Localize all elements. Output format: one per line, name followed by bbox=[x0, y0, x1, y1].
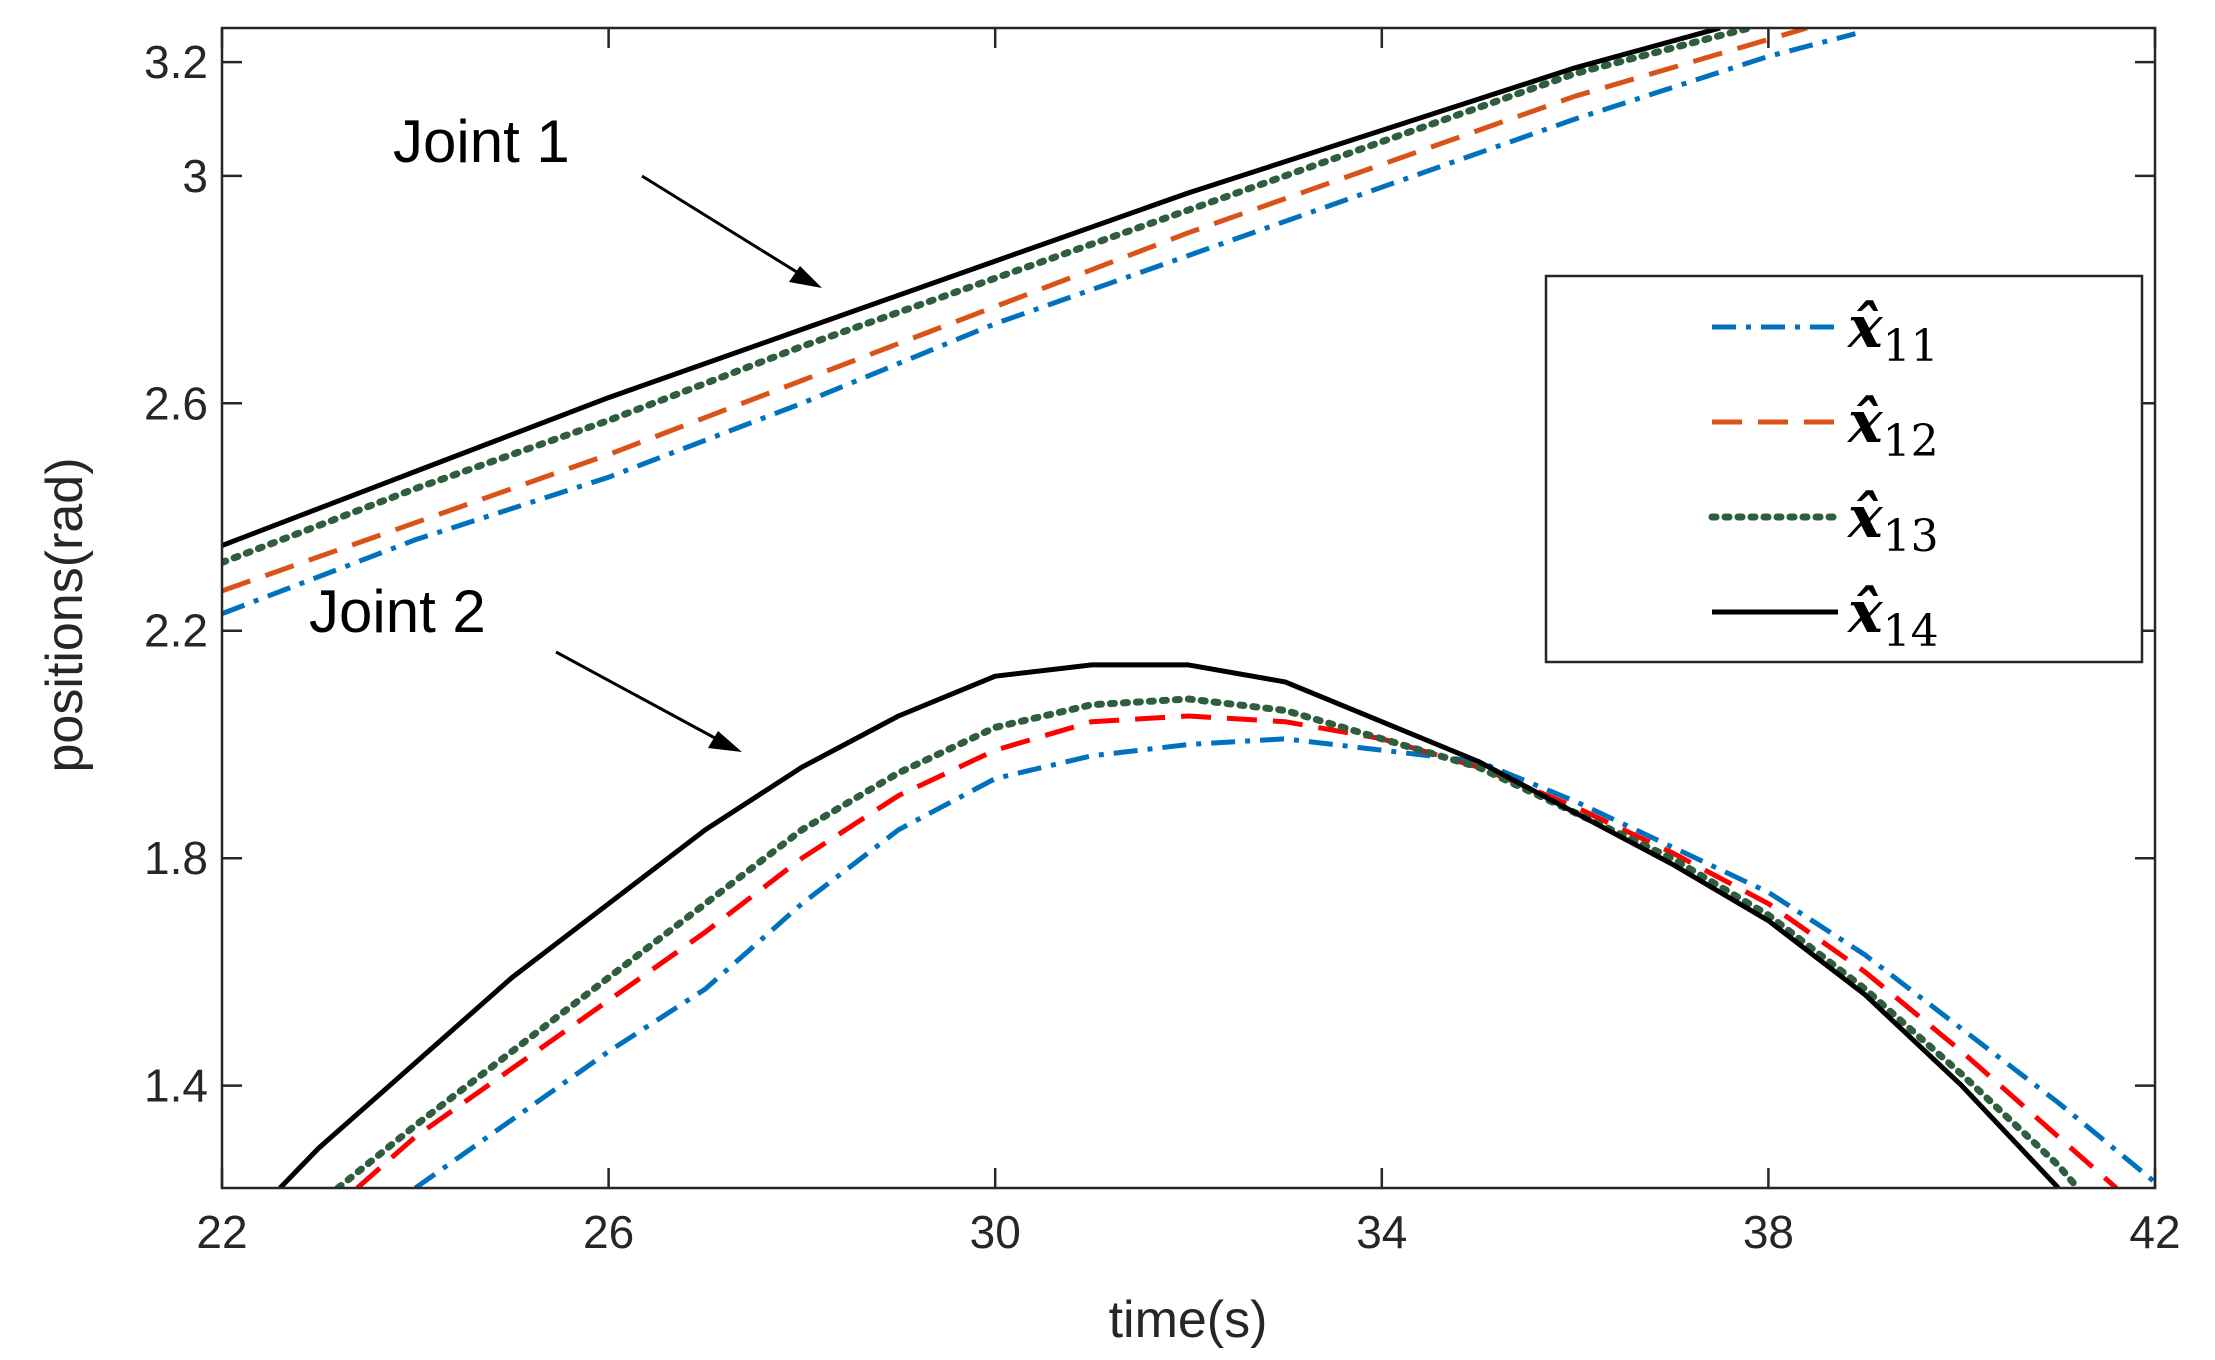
y-tick-label: 2.6 bbox=[144, 377, 208, 429]
annotation-joint-2-label: Joint 2 bbox=[309, 578, 486, 645]
legend-label-subscript: 12 bbox=[1883, 416, 1939, 467]
x-axis-label: time(s) bbox=[1109, 1291, 1268, 1349]
annotation-joint-2: Joint 2 bbox=[309, 578, 742, 752]
y-tick-label: 1.8 bbox=[144, 832, 208, 884]
legend-box bbox=[1544, 274, 2144, 664]
legend: x̂11x̂12x̂13x̂14 bbox=[1544, 274, 2144, 664]
annotation-joint-1: Joint 1 bbox=[393, 108, 822, 288]
y-axis-label: positions(rad) bbox=[36, 457, 94, 772]
series-line-2 bbox=[222, 28, 1808, 594]
x-tick-label: 42 bbox=[2129, 1206, 2180, 1258]
x-tick-label: 22 bbox=[196, 1206, 247, 1258]
annotation-joint-1-arrow bbox=[641, 174, 809, 281]
legend-label-subscript: 14 bbox=[1883, 606, 1939, 657]
x-tick-label: 30 bbox=[970, 1206, 1021, 1258]
plot-frame bbox=[220, 26, 2157, 1190]
y-tick-label: 3 bbox=[182, 150, 208, 202]
legend-label-subscript: 13 bbox=[1883, 511, 1939, 562]
series-line-1 bbox=[222, 31, 1857, 617]
series-line-5 bbox=[413, 736, 2155, 1188]
annotation-joint-1-arrowhead bbox=[789, 266, 822, 288]
series-line-6 bbox=[355, 713, 2118, 1188]
series-line-8 bbox=[278, 662, 2061, 1188]
y-tick-label: 1.4 bbox=[144, 1060, 208, 1112]
x-tick-label: 34 bbox=[1356, 1206, 1407, 1258]
series-line-7 bbox=[334, 695, 2082, 1188]
annotation-joint-2-arrow bbox=[555, 650, 727, 746]
y-tick-label: 2.2 bbox=[144, 605, 208, 657]
series-layer bbox=[222, 28, 2155, 1188]
legend-label-subscript: 11 bbox=[1883, 321, 1939, 372]
series-line-4 bbox=[222, 28, 1721, 548]
annotation-joint-2-arrowhead bbox=[708, 731, 742, 752]
axes-layer: 22 26 30 34 38 42 1.4 1.8 2.2 2.6 3 3.2 bbox=[144, 26, 2181, 1258]
series-line-3 bbox=[222, 28, 1753, 566]
x-tick-label: 26 bbox=[583, 1206, 634, 1258]
x-tick-label: 38 bbox=[1743, 1206, 1794, 1258]
y-tick-label: 3.2 bbox=[144, 36, 208, 88]
annotation-joint-1-label: Joint 1 bbox=[393, 108, 570, 175]
